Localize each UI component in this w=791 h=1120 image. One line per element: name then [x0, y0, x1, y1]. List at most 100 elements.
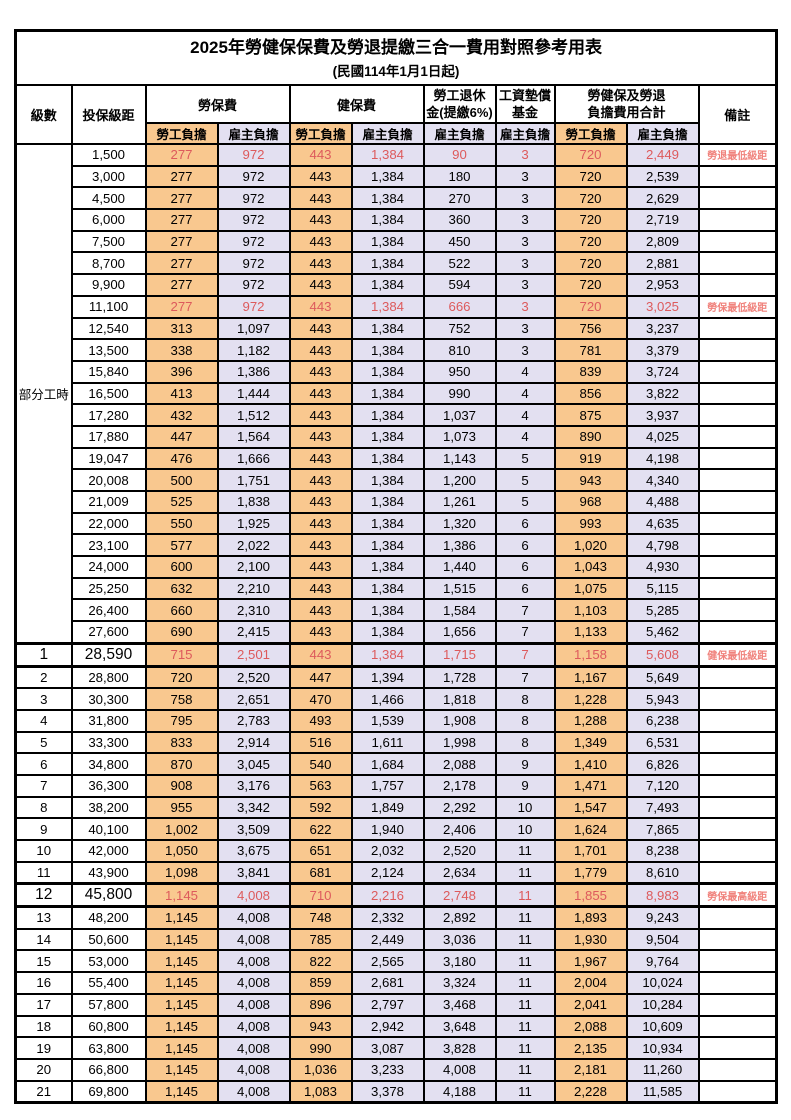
value-cell: 2,681 [350, 971, 425, 995]
note-cell [697, 273, 778, 297]
value-cell: 180 [422, 164, 497, 189]
salary-cell: 6,000 [70, 208, 147, 232]
table-row: 17,880 447 1,564 443 1,384 1,073 4 890 4,025 [16, 424, 778, 449]
table-row: 13,500 338 1,182 443 1,384 810 3 781 3,379 [16, 338, 778, 362]
level-cell: 20 [14, 1057, 73, 1082]
value-cell: 1,908 [422, 708, 497, 733]
value-cell: 810 [422, 338, 497, 362]
value-cell: 4,008 [216, 971, 291, 995]
value-cell: 715 [144, 641, 219, 668]
value-cell: 500 [144, 468, 219, 492]
note-cell [697, 208, 778, 232]
value-cell: 1,440 [422, 555, 497, 579]
value-cell: 2,520 [422, 839, 497, 863]
value-cell: 3,378 [350, 1079, 425, 1104]
value-cell: 550 [144, 511, 219, 536]
subheader-total-employer: 雇主負擔 [625, 122, 700, 145]
note-cell [697, 251, 778, 276]
value-cell: 432 [144, 403, 219, 427]
value-cell: 833 [144, 730, 219, 755]
table-row: 21,009 525 1,838 443 1,384 1,261 5 968 4,488 [16, 490, 778, 514]
note-cell [697, 359, 778, 384]
value-cell: 11,585 [625, 1079, 700, 1104]
value-cell: 890 [553, 424, 628, 449]
note-cell: 勞保最低級距 [697, 294, 778, 319]
value-cell: 1,757 [350, 773, 425, 798]
value-cell: 972 [216, 208, 291, 232]
value-cell: 8 [494, 708, 556, 733]
salary-cell: 28,590 [70, 641, 147, 668]
value-cell: 443 [288, 338, 353, 362]
value-cell: 313 [144, 316, 219, 341]
total-label-line1: 勞健保及勞退 [587, 88, 666, 103]
value-cell: 443 [288, 555, 353, 579]
value-cell: 2,449 [350, 927, 425, 952]
value-cell: 6,238 [625, 708, 700, 733]
value-cell: 4,198 [625, 446, 700, 471]
value-cell: 1,611 [350, 730, 425, 755]
value-cell: 5,608 [625, 641, 700, 668]
level-cell: 21 [14, 1079, 73, 1104]
value-cell: 720 [553, 143, 628, 167]
value-cell: 4,008 [216, 1079, 291, 1104]
table-row: 27,600 690 2,415 443 1,384 1,656 7 1,133 5,462 [16, 620, 778, 645]
value-cell: 3 [494, 164, 556, 189]
note-cell [697, 533, 778, 558]
value-cell: 3 [494, 251, 556, 276]
value-cell: 7 [494, 641, 556, 668]
value-cell: 3,724 [625, 359, 700, 384]
salary-cell: 57,800 [70, 992, 147, 1017]
value-cell: 1,384 [350, 446, 425, 471]
salary-cell: 28,800 [70, 664, 147, 690]
value-cell: 1,384 [350, 576, 425, 601]
value-cell: 5,649 [625, 664, 700, 690]
value-cell: 277 [144, 251, 219, 276]
value-cell: 2,449 [625, 143, 700, 167]
value-cell: 1,384 [350, 511, 425, 536]
table-row: 4 31,800 795 2,783 493 1,539 1,908 8 1,288 6,238 [14, 708, 778, 733]
value-cell: 4,008 [216, 949, 291, 974]
note-cell [697, 576, 778, 601]
note-cell [697, 905, 778, 930]
value-cell: 277 [144, 186, 219, 211]
value-cell: 3,237 [625, 316, 700, 341]
value-cell: 632 [144, 576, 219, 601]
table-row: 9 40,100 1,002 3,509 622 1,940 2,406 10 1,624 7,8… [14, 817, 778, 841]
value-cell: 1,133 [553, 620, 628, 645]
salary-cell: 9,900 [70, 273, 147, 297]
value-cell: 443 [288, 533, 353, 558]
value-cell: 1,043 [553, 555, 628, 579]
value-cell: 7,865 [625, 817, 700, 841]
value-cell: 720 [553, 164, 628, 189]
value-cell: 1,384 [350, 424, 425, 449]
col-header-labor-insurance: 勞保費 [144, 84, 291, 124]
value-cell: 1,384 [350, 273, 425, 297]
level-cell: 14 [14, 927, 73, 952]
level-cell: 7 [14, 773, 73, 798]
value-cell: 1,444 [216, 381, 291, 406]
table-row: 7,500 277 972 443 1,384 450 3 720 2,809 [16, 229, 778, 254]
note-cell [697, 992, 778, 1017]
value-cell: 1,384 [350, 164, 425, 189]
value-cell: 720 [144, 664, 219, 690]
value-cell: 1,384 [350, 229, 425, 254]
value-cell: 690 [144, 620, 219, 645]
value-cell: 4,008 [422, 1057, 497, 1082]
value-cell: 1,849 [350, 795, 425, 820]
value-cell: 4,930 [625, 555, 700, 579]
note-cell [697, 1079, 778, 1104]
value-cell: 1,384 [350, 338, 425, 362]
value-cell: 443 [288, 641, 353, 668]
table-row: 5 33,300 833 2,914 516 1,611 1,998 8 1,349 6,531 [14, 730, 778, 755]
table-row: 24,000 600 2,100 443 1,384 1,440 6 1,043 4,930 [16, 555, 778, 579]
value-cell: 1,564 [216, 424, 291, 449]
value-cell: 11 [494, 1057, 556, 1082]
salary-cell: 43,900 [70, 860, 147, 885]
note-cell [697, 730, 778, 755]
value-cell: 950 [422, 359, 497, 384]
value-cell: 1,384 [350, 359, 425, 384]
value-cell: 822 [288, 949, 353, 974]
col-header-pension: 勞工退休 金(提繳6%) [422, 84, 497, 124]
value-cell: 2,783 [216, 708, 291, 733]
value-cell: 2,181 [553, 1057, 628, 1082]
